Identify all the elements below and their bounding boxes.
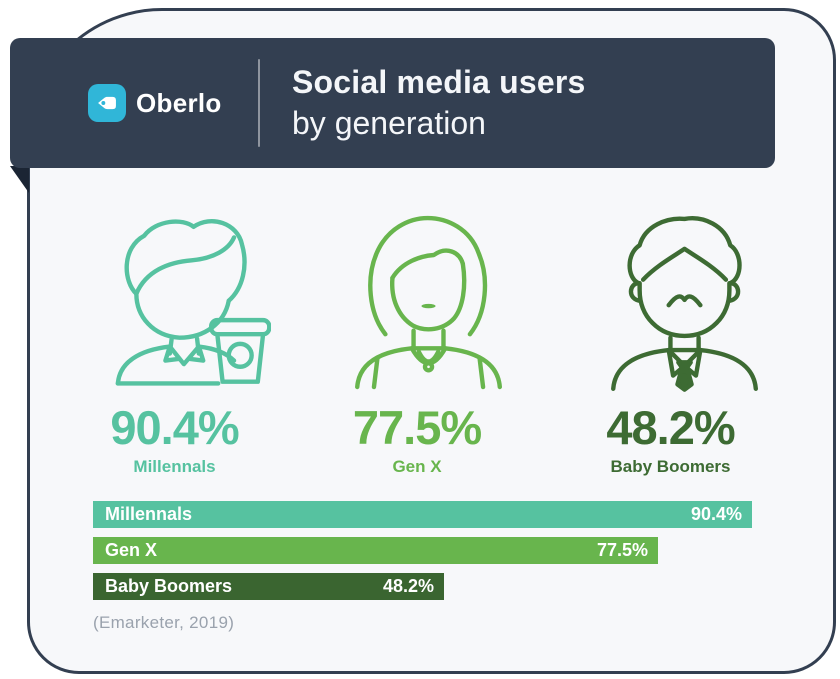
page-subtitle: by generation (292, 105, 486, 141)
boomer-avatar-icon (593, 202, 769, 396)
brand-logo: Oberlo (88, 84, 222, 122)
stat-boomers: 48.2% Baby Boomers (583, 403, 758, 477)
source-citation: (Emarketer, 2019) (93, 613, 235, 632)
stat-value: 77.5% (352, 401, 482, 454)
bar-genx: Gen X 77.5% (93, 537, 658, 564)
brand-name: Oberlo (136, 87, 222, 118)
header-banner: Oberlo Social media users by generation (10, 38, 775, 168)
bar-row: Baby Boomers 48.2% (93, 573, 752, 600)
header-divider (258, 59, 260, 147)
millennial-avatar-icon (95, 202, 272, 396)
header-titles: Social media users by generation (292, 62, 586, 144)
stat-millennials: 90.4% Millennals (92, 403, 257, 477)
stat-label: Baby Boomers (610, 457, 731, 476)
genx-avatar-icon (337, 202, 513, 396)
bar-chart: Millennals 90.4% Gen X 77.5% Baby Boomer… (93, 501, 752, 609)
bar-value: 48.2% (382, 576, 434, 596)
bar-value: 90.4% (690, 504, 742, 524)
bar-value: 77.5% (596, 540, 648, 560)
bar-label: Gen X (105, 540, 158, 560)
bar-row: Millennals 90.4% (93, 501, 752, 528)
stat-genx: 77.5% Gen X (337, 403, 497, 477)
oberlo-tag-icon (88, 84, 126, 122)
bar-label: Baby Boomers (105, 576, 233, 596)
stat-value: 90.4% (110, 401, 239, 454)
stat-value: 48.2% (606, 401, 735, 454)
bar-millennials: Millennals 90.4% (93, 501, 752, 528)
bar-boomers: Baby Boomers 48.2% (93, 573, 444, 600)
banner-fold-corner (10, 166, 29, 193)
page-title: Social media users (292, 64, 586, 100)
stat-label: Gen X (392, 457, 442, 476)
stat-label: Millennals (133, 457, 216, 476)
bar-row: Gen X 77.5% (93, 537, 752, 564)
bar-label: Millennals (105, 504, 193, 524)
